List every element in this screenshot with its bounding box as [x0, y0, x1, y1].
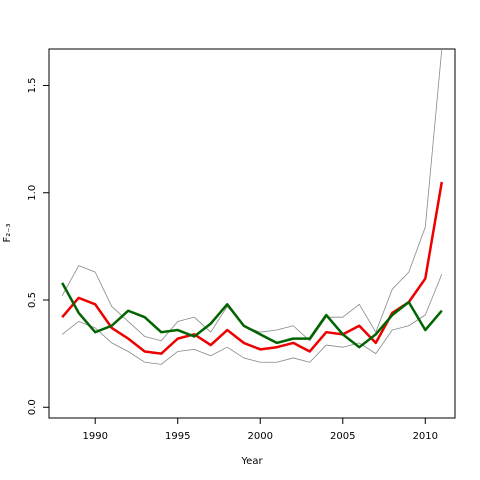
- y-tick-label: 1.5: [27, 78, 38, 94]
- series-line-estimate-green: [61, 282, 443, 349]
- x-tick-label: 2010: [413, 431, 438, 442]
- plot-frame: [48, 48, 456, 419]
- series-line-band-lower: [61, 274, 443, 365]
- y-tick-label: 0.0: [27, 399, 38, 415]
- series-line-band-upper: [61, 49, 443, 342]
- x-tick-label: 1990: [82, 431, 107, 442]
- y-axis-title: F₂₋₃: [2, 223, 13, 242]
- series-line-estimate-red: [61, 181, 444, 355]
- x-axis: 1990 1995 2000 2005 2010: [82, 418, 438, 442]
- x-axis-title: Year: [240, 456, 263, 467]
- y-axis: 0.0 0.5 1.0 1.5: [27, 78, 49, 415]
- series-layer: [61, 49, 444, 365]
- x-tick-label: 2000: [248, 431, 273, 442]
- y-tick-label: 1.0: [27, 185, 38, 201]
- x-tick-label: 1995: [165, 431, 190, 442]
- x-tick-label: 2005: [330, 431, 355, 442]
- y-tick-label: 0.5: [27, 292, 38, 308]
